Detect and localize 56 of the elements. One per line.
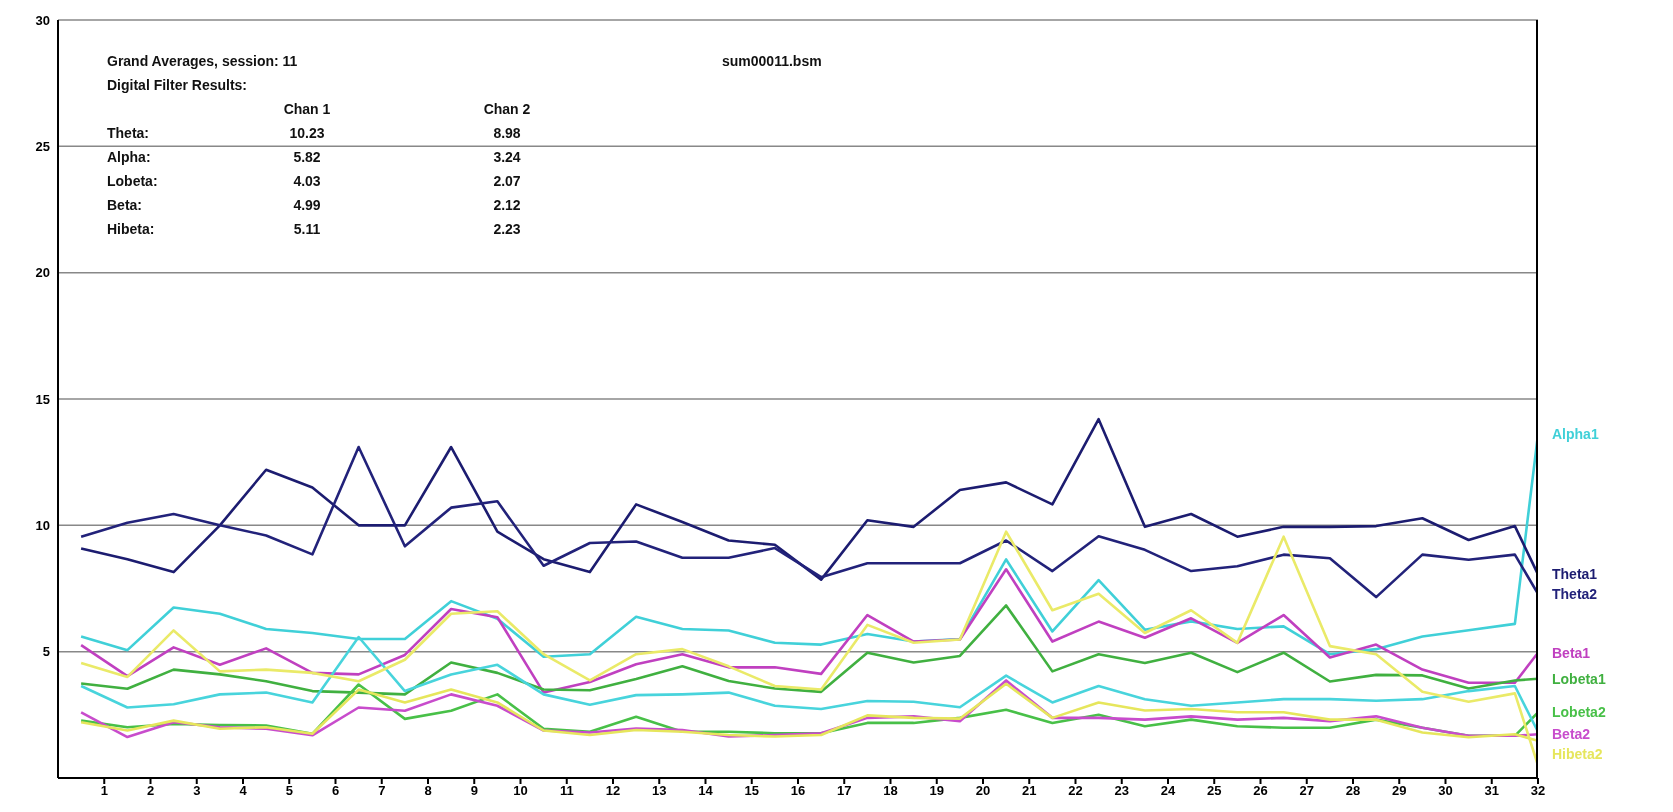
x-tick-label: 5	[285, 783, 293, 799]
x-tick-label: 17	[837, 783, 852, 799]
series-label: Hibeta2	[1552, 746, 1603, 763]
x-tick-label: 8	[424, 783, 432, 799]
x-tick-label: 29	[1392, 783, 1407, 799]
x-tick-label: 19	[929, 783, 944, 799]
y-tick-label: 30	[35, 12, 50, 28]
y-tick-label: 25	[35, 138, 50, 154]
x-tick-label: 9	[470, 783, 478, 799]
text: Alpha: 5.82 3.24	[107, 149, 521, 165]
series-label: Theta1	[1552, 566, 1598, 583]
x-tick-label: 4	[239, 783, 248, 799]
x-tick-label: 10	[513, 783, 528, 799]
x-tick-label: 6	[331, 783, 340, 799]
y-tick-label: 20	[35, 265, 50, 281]
x-tick-label: 7	[378, 783, 386, 799]
x-tick-label: 20	[975, 783, 991, 799]
y-tick-label: 5	[42, 644, 50, 660]
series-label: Theta2	[1552, 586, 1598, 603]
series-label: Beta1	[1552, 644, 1591, 661]
text: Grand Averages, session: 11 sum00011.bsm	[107, 53, 822, 69]
x-tick-label: 31	[1484, 783, 1499, 799]
x-tick-label: 32	[1530, 783, 1546, 799]
x-tick-label: 24	[1160, 783, 1176, 799]
x-tick-label: 28	[1345, 783, 1361, 799]
x-tick-label: 13	[652, 783, 667, 799]
x-tick-label: 18	[883, 783, 898, 799]
line-series	[79, 568, 1538, 694]
series-label: Alpha1	[1552, 426, 1599, 443]
x-tick-label: 2	[146, 783, 155, 799]
x-tick-label: 21	[1022, 783, 1037, 799]
text: Beta: 4.99 2.12	[107, 197, 521, 213]
x-tick-label: 26	[1253, 783, 1268, 799]
x-tick-label: 22	[1068, 783, 1083, 799]
line-series	[79, 604, 1538, 696]
x-tick-label: 12	[605, 783, 621, 799]
y-tick-label: 10	[35, 517, 50, 533]
text: Chan 1 Chan 2	[283, 101, 531, 117]
annotation: Digital Filter Results:	[106, 77, 249, 93]
x-tick-label: 11	[559, 783, 574, 799]
x-tick-label: 23	[1114, 783, 1129, 799]
text: Hibeta: 5.11 2.23	[107, 221, 521, 237]
x-tick-label: 30	[1438, 783, 1453, 799]
x-tick-label: 25	[1207, 783, 1222, 799]
x-tick-label: 16	[790, 783, 806, 799]
y-tick-label: 15	[35, 391, 50, 407]
x-tick-label: 3	[193, 783, 201, 799]
x-tick-label: 14	[698, 783, 714, 799]
x-tick-label: 1	[100, 783, 108, 799]
x-tick-label: 27	[1299, 783, 1314, 799]
series-label: Lobeta1	[1552, 670, 1606, 687]
series-label: Beta2	[1552, 726, 1591, 743]
x-tick-label: 15	[744, 783, 759, 799]
series-label: Lobeta2	[1552, 704, 1606, 721]
text: Lobeta: 4.03 2.07	[107, 173, 521, 189]
text: Theta: 10.23 8.98	[107, 125, 521, 141]
